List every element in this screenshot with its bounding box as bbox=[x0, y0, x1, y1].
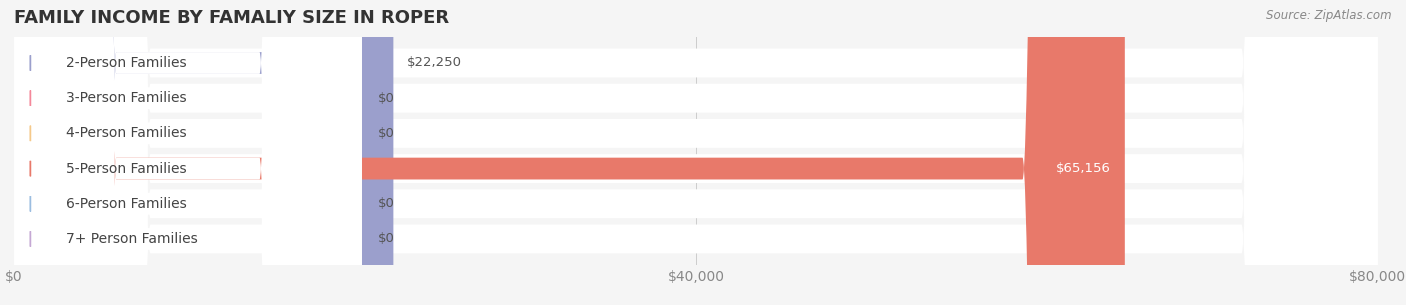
Text: 6-Person Families: 6-Person Families bbox=[66, 197, 187, 211]
Text: $65,156: $65,156 bbox=[1056, 162, 1111, 175]
FancyBboxPatch shape bbox=[14, 0, 361, 305]
FancyBboxPatch shape bbox=[14, 0, 1378, 305]
Text: FAMILY INCOME BY FAMALIY SIZE IN ROPER: FAMILY INCOME BY FAMALIY SIZE IN ROPER bbox=[14, 9, 449, 27]
FancyBboxPatch shape bbox=[14, 0, 361, 305]
FancyBboxPatch shape bbox=[14, 0, 1378, 305]
FancyBboxPatch shape bbox=[14, 0, 1378, 305]
FancyBboxPatch shape bbox=[14, 0, 1378, 305]
Text: $65,156: $65,156 bbox=[1139, 162, 1194, 175]
FancyBboxPatch shape bbox=[14, 0, 1378, 305]
FancyBboxPatch shape bbox=[14, 0, 1378, 305]
Text: 5-Person Families: 5-Person Families bbox=[66, 162, 187, 176]
Text: 2-Person Families: 2-Person Families bbox=[66, 56, 187, 70]
FancyBboxPatch shape bbox=[14, 0, 1125, 305]
Text: $0: $0 bbox=[378, 232, 395, 246]
Text: $0: $0 bbox=[378, 92, 395, 105]
Text: 4-Person Families: 4-Person Families bbox=[66, 126, 187, 140]
Text: 7+ Person Families: 7+ Person Families bbox=[66, 232, 198, 246]
FancyBboxPatch shape bbox=[14, 0, 394, 305]
Text: $0: $0 bbox=[378, 127, 395, 140]
FancyBboxPatch shape bbox=[14, 0, 361, 305]
Text: 3-Person Families: 3-Person Families bbox=[66, 91, 187, 105]
Text: $0: $0 bbox=[378, 197, 395, 210]
FancyBboxPatch shape bbox=[14, 0, 361, 305]
Text: Source: ZipAtlas.com: Source: ZipAtlas.com bbox=[1267, 9, 1392, 22]
FancyBboxPatch shape bbox=[14, 0, 361, 305]
FancyBboxPatch shape bbox=[14, 0, 361, 305]
Text: $22,250: $22,250 bbox=[406, 56, 463, 70]
